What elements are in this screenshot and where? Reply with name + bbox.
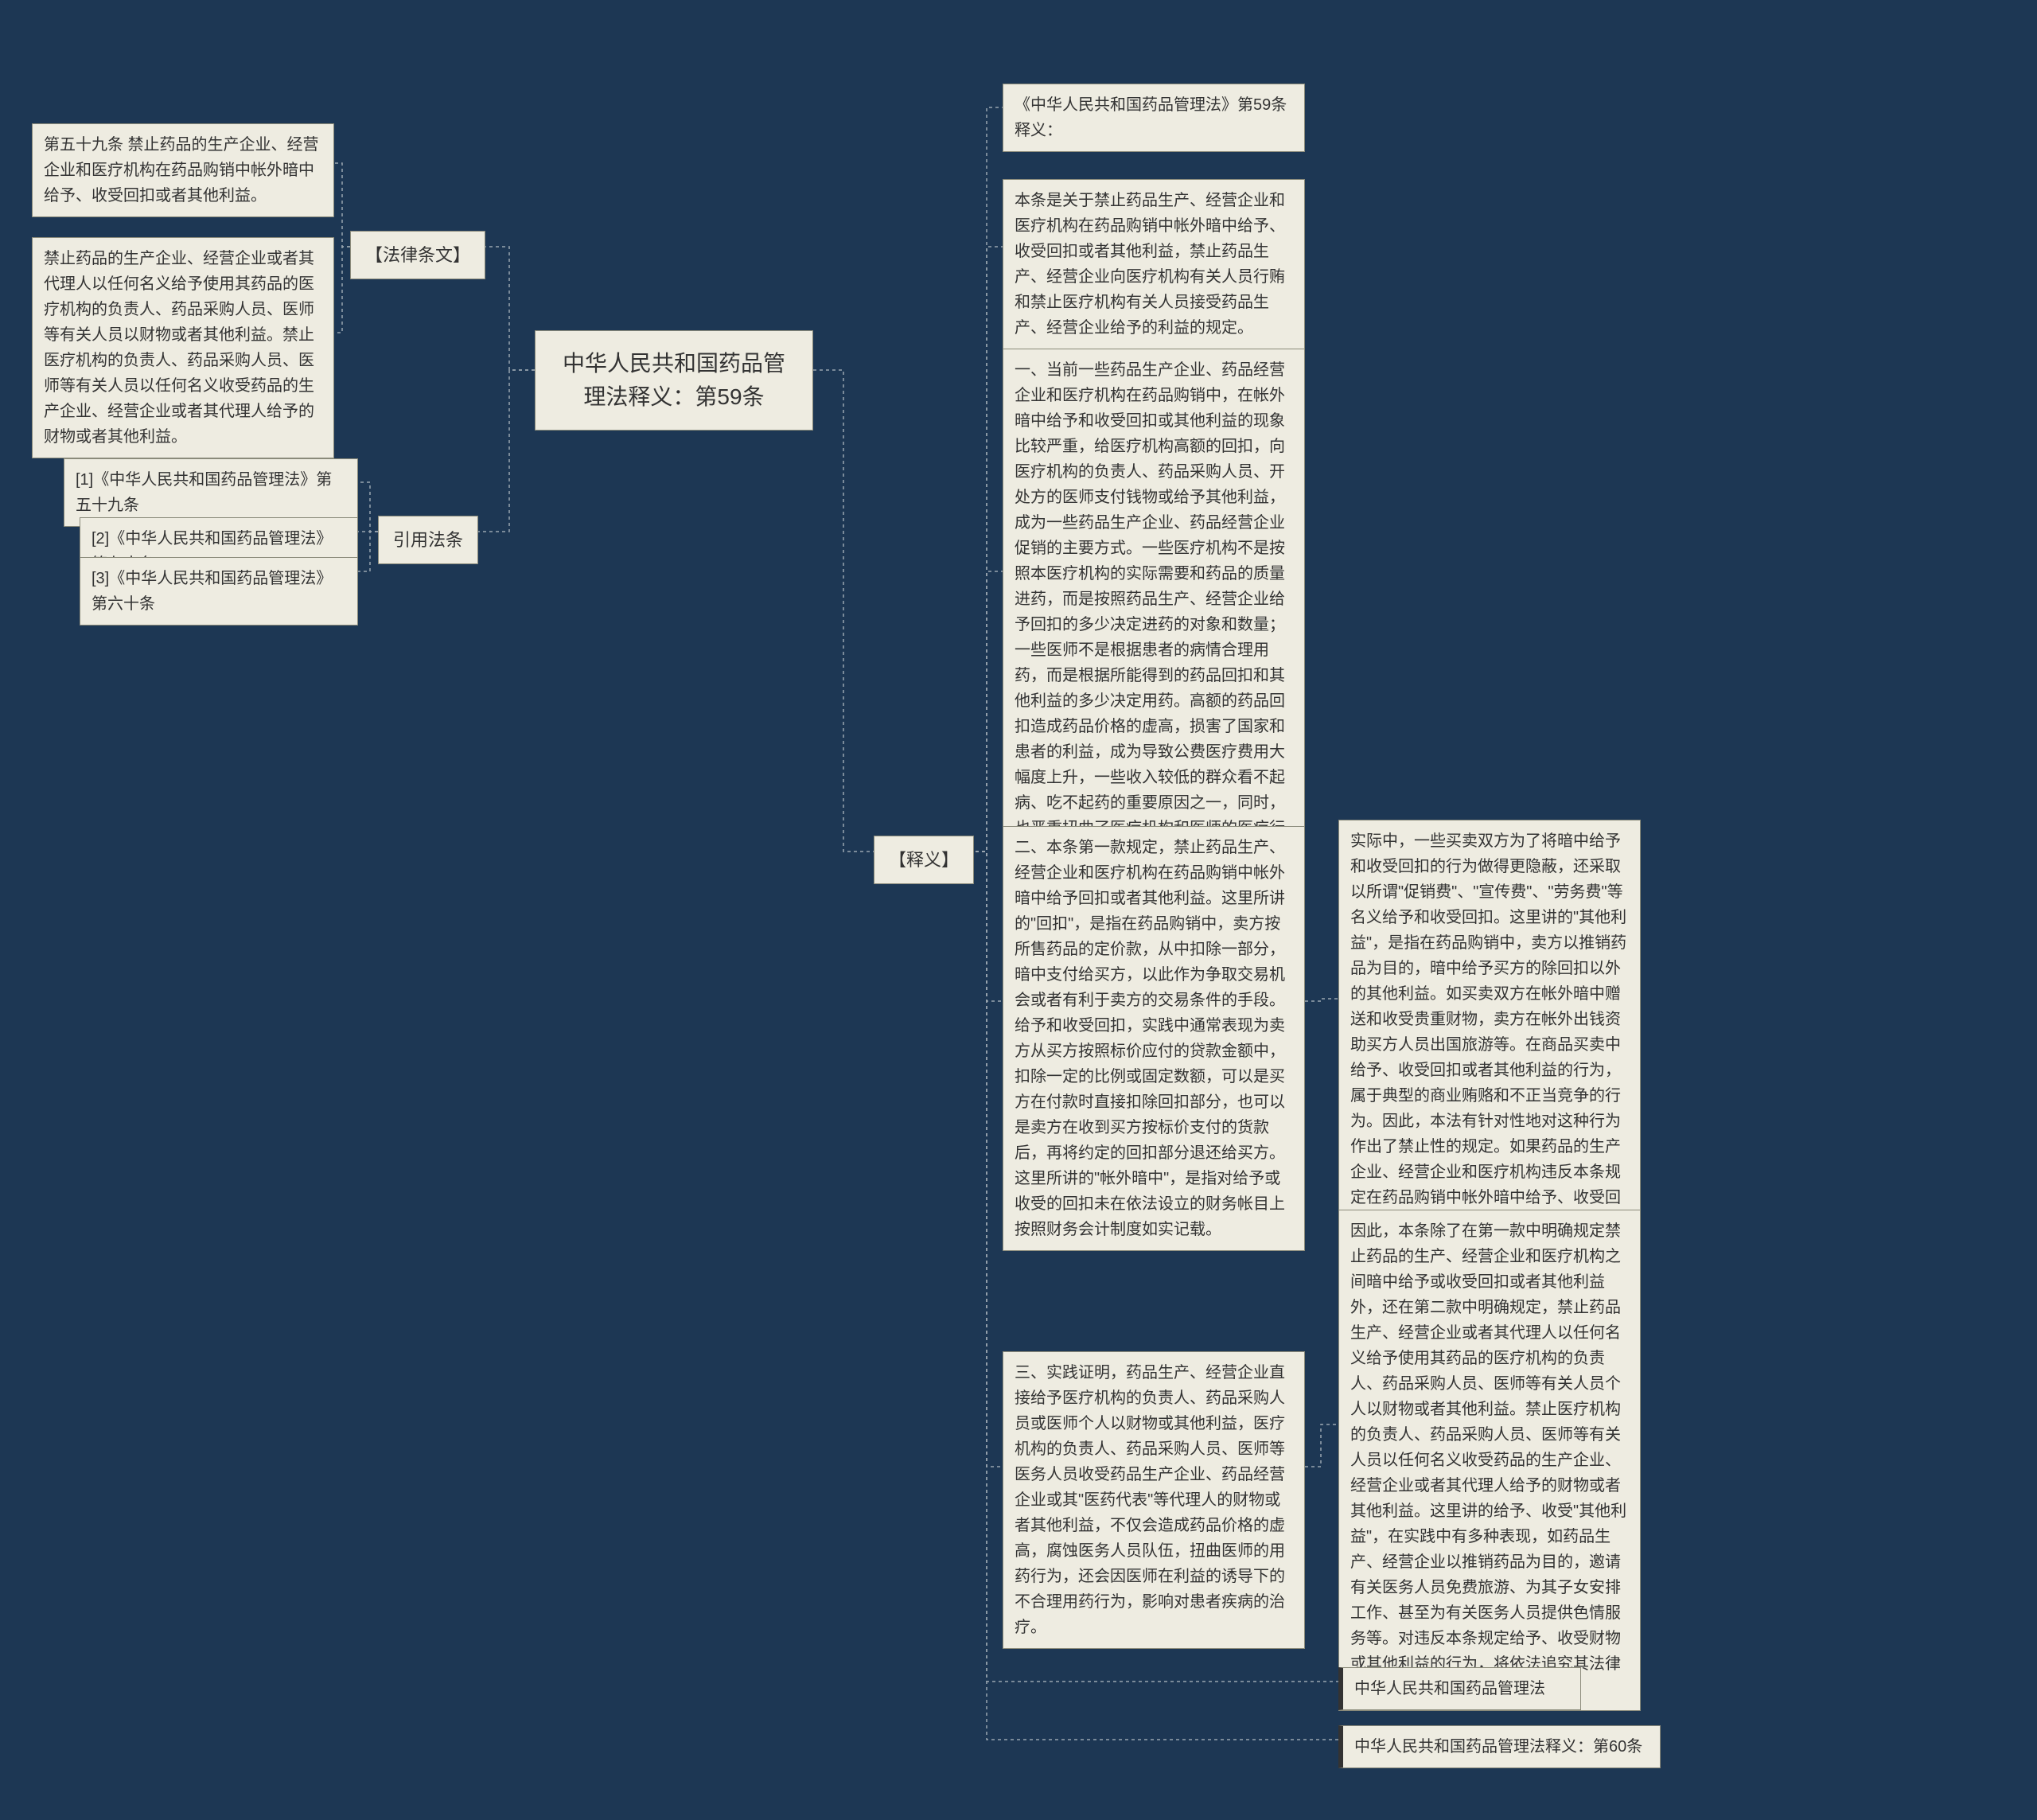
law-text-child-1: 禁止药品的生产企业、经营企业或者其代理人以任何名义给予使用其药品的医疗机构的负责…: [32, 237, 334, 458]
node-text: 三、实践证明，药品生产、经营企业直接给予医疗机构的负责人、药品采购人员或医师个人…: [1015, 1364, 1285, 1636]
node-text: 中华人民共和国药品管理法释义：第60条: [1354, 1738, 1642, 1756]
interp-child-3: 二、本条第一款规定，禁止药品生产、经营企业和医疗机构在药品购销中帐外暗中给予回扣…: [1003, 826, 1305, 1251]
branch-label: 引用法条: [393, 530, 463, 550]
interp-child-0: 《中华人民共和国药品管理法》第59条释义：: [1003, 84, 1305, 152]
interp-link-0[interactable]: 中华人民共和国药品管理法: [1338, 1667, 1581, 1710]
node-text: 实际中，一些买卖双方为了将暗中给予和收受回扣的行为做得更隐蔽，还采取以所谓"促销…: [1350, 832, 1626, 1257]
branch-label: 【释义】: [889, 850, 959, 870]
node-text: [1]《中华人民共和国药品管理法》第五十九条: [76, 471, 332, 514]
root-node: 中华人民共和国药品管理法释义：第59条: [535, 330, 813, 431]
node-text: [3]《中华人民共和国药品管理法》第六十条: [92, 570, 332, 613]
node-text: 《中华人民共和国药品管理法》第59条释义：: [1015, 96, 1287, 139]
cited-law-child-2: [3]《中华人民共和国药品管理法》第六十条: [80, 557, 358, 626]
node-text: 中华人民共和国药品管理法: [1354, 1680, 1545, 1697]
branch-law-text: 【法律条文】: [350, 231, 485, 279]
node-text: 二、本条第一款规定，禁止药品生产、经营企业和医疗机构在药品购销中帐外暗中给予回扣…: [1015, 839, 1285, 1238]
interp-child-4: 三、实践证明，药品生产、经营企业直接给予医疗机构的负责人、药品采购人员或医师个人…: [1003, 1351, 1305, 1649]
root-title: 中华人民共和国药品管理法释义：第59条: [563, 351, 785, 409]
node-text: 本条是关于禁止药品生产、经营企业和医疗机构在药品购销中帐外暗中给予、收受回扣或者…: [1015, 192, 1285, 337]
node-text: 禁止药品的生产企业、经营企业或者其代理人以任何名义给予使用其药品的医疗机构的负责…: [44, 250, 314, 446]
branch-label: 【法律条文】: [365, 245, 470, 265]
branch-interpretation: 【释义】: [874, 836, 974, 884]
branch-cited-law: 引用法条: [378, 516, 478, 564]
law-text-child-0: 第五十九条 禁止药品的生产企业、经营企业和医疗机构在药品购销中帐外暗中给予、收受…: [32, 123, 334, 217]
interp-child-4-sub: 因此，本条除了在第一款中明确规定禁止药品的生产、经营企业和医疗机构之间暗中给予或…: [1338, 1210, 1641, 1711]
interp-child-1: 本条是关于禁止药品生产、经营企业和医疗机构在药品购销中帐外暗中给予、收受回扣或者…: [1003, 179, 1305, 349]
interp-child-3-sub: 实际中，一些买卖双方为了将暗中给予和收受回扣的行为做得更隐蔽，还采取以所谓"促销…: [1338, 820, 1641, 1270]
node-text: 因此，本条除了在第一款中明确规定禁止药品的生产、经营企业和医疗机构之间暗中给予或…: [1350, 1222, 1626, 1698]
interp-link-1[interactable]: 中华人民共和国药品管理法释义：第60条: [1338, 1725, 1661, 1768]
node-text: 第五十九条 禁止药品的生产企业、经营企业和医疗机构在药品购销中帐外暗中给予、收受…: [44, 136, 319, 205]
